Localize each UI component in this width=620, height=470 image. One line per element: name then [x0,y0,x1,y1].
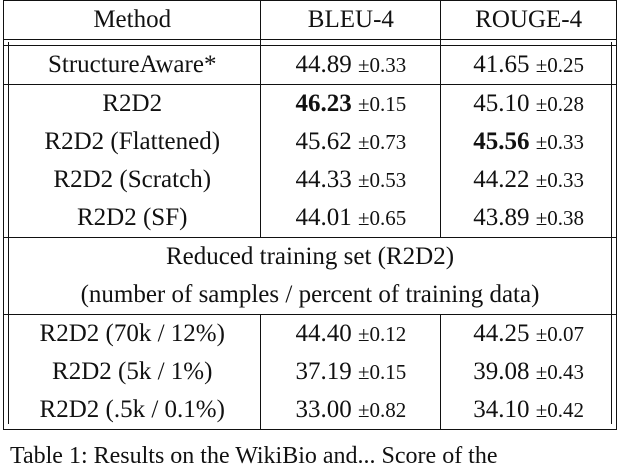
method-cell: R2D2 [2,84,262,123]
header-rouge: ROUGE-4 [440,0,617,40]
rouge-cell: 39.08 ±0.43 [440,353,617,391]
table-row: R2D2 (70k / 12%) 44.40 ±0.12 44.25 ±0.07 [2,314,617,353]
bleu-std: ±0.33 [357,53,407,77]
rouge-std: ±0.28 [535,92,585,116]
section-subtitle-row: (number of samples / percent of training… [3,276,617,315]
header-method: Method [2,0,262,40]
table-row: R2D2 (SF) 44.01 ±0.65 43.89 ±0.38 [2,199,617,238]
bleu-cell: 33.00 ±0.82 [260,391,442,430]
bleu-std: ±0.53 [357,168,407,192]
bleu-cell: 44.33 ±0.53 [260,161,442,199]
method-cell: R2D2 (70k / 12%) [2,314,262,353]
table-caption: Table 1: Results on the WikiBio and... S… [10,443,498,469]
bleu-value: 44.89 [295,51,352,78]
bleu-cell: 37.19 ±0.15 [260,353,442,391]
method-cell: R2D2 (SF) [2,199,262,238]
bleu-cell: 45.62 ±0.73 [260,123,442,161]
rouge-std: ±0.42 [535,398,585,422]
rouge-cell: 43.89 ±0.38 [440,199,617,238]
rouge-value: 41.65 [473,51,530,78]
rouge-std: ±0.33 [535,130,585,154]
rouge-value-best: 45.56 [473,128,530,155]
bleu-std: ±0.12 [357,322,407,346]
bleu-std: ±0.73 [357,130,407,154]
method-cell: R2D2 (5k / 1%) [2,353,262,391]
bleu-cell: 44.89 ±0.33 [260,45,442,85]
bleu-std: ±0.82 [357,398,407,422]
section-title-row: Reduced training set (R2D2) [3,237,617,276]
bleu-value: 37.19 [295,358,352,385]
bleu-value: 44.33 [295,166,352,193]
table-row: R2D2 (Flattened) 45.62 ±0.73 45.56 ±0.33 [2,123,617,161]
rule-cell [2,39,262,46]
rouge-cell: 45.10 ±0.28 [440,84,617,123]
table-row: R2D2 (Scratch) 44.33 ±0.53 44.22 ±0.33 [2,161,617,199]
rule-cell [440,39,617,46]
rouge-cell: 45.56 ±0.33 [440,123,617,161]
rouge-value: 45.10 [473,90,530,117]
table-row: R2D2 (5k / 1%) 37.19 ±0.15 39.08 ±0.43 [2,353,617,391]
table-row: R2D2 46.23 ±0.15 45.10 ±0.28 [2,84,617,123]
rouge-value: 44.22 [473,166,530,193]
bleu-value: 45.62 [295,128,352,155]
method-cell: R2D2 (Scratch) [2,161,262,199]
rouge-std: ±0.43 [535,360,585,384]
left-double-border [8,42,9,424]
rouge-value: 39.08 [473,358,530,385]
bleu-cell: 46.23 ±0.15 [260,84,442,123]
bleu-cell: 44.40 ±0.12 [260,314,442,353]
rouge-cell: 44.22 ±0.33 [440,161,617,199]
right-double-border [611,42,612,424]
rouge-cell: 41.65 ±0.25 [440,45,617,85]
method-cell: StructureAware* [2,45,262,85]
header-row: Method BLEU-4 ROUGE-4 [2,0,617,40]
rouge-std: ±0.38 [535,206,585,230]
rouge-std: ±0.33 [535,168,585,192]
rouge-std: ±0.25 [535,53,585,77]
bleu-std: ±0.15 [357,92,407,116]
section-title: Reduced training set (R2D2) [3,237,617,276]
table-row: R2D2 (.5k / 0.1%) 33.00 ±0.82 34.10 ±0.4… [2,391,617,430]
double-rule [2,39,617,46]
bleu-std: ±0.15 [357,360,407,384]
rouge-cell: 44.25 ±0.07 [440,314,617,353]
bleu-std: ±0.65 [357,206,407,230]
header-bleu: BLEU-4 [260,0,442,40]
method-cell: R2D2 (Flattened) [2,123,262,161]
rouge-value: 44.25 [473,320,530,347]
rule-cell [260,39,442,46]
bleu-cell: 44.01 ±0.65 [260,199,442,238]
method-cell: R2D2 (.5k / 0.1%) [2,391,262,430]
bleu-value: 44.01 [295,204,352,231]
bleu-value: 44.40 [295,320,352,347]
rouge-cell: 34.10 ±0.42 [440,391,617,430]
rouge-std: ±0.07 [535,322,585,346]
section-subtitle: (number of samples / percent of training… [3,276,617,315]
bleu-value-best: 46.23 [295,90,352,117]
rouge-value: 43.89 [473,204,530,231]
rouge-value: 34.10 [473,396,530,423]
bleu-value: 33.00 [295,396,352,423]
results-table: Method BLEU-4 ROUGE-4 StructureAware* 44… [2,0,617,430]
table-row: StructureAware* 44.89 ±0.33 41.65 ±0.25 [2,45,617,85]
